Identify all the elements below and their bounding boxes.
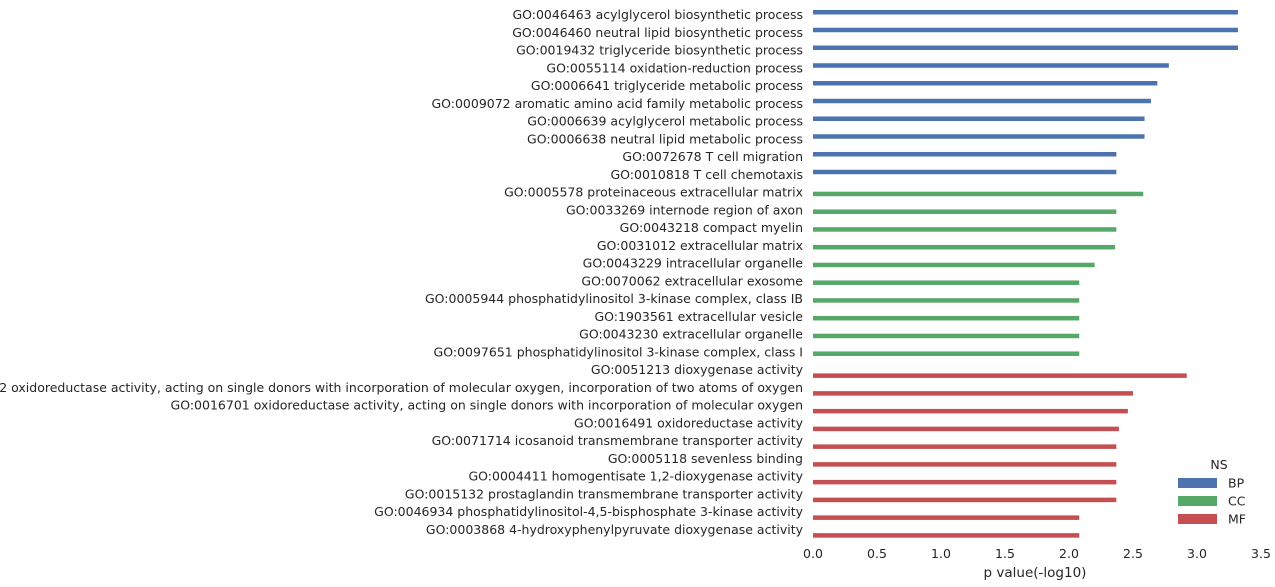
legend-swatch-mf <box>1178 514 1217 524</box>
bar-bp <box>813 63 1169 68</box>
x-tick-label: 0.5 <box>867 546 887 561</box>
category-label: GO:0005944 phosphatidylinositol 3-kinase… <box>425 291 803 306</box>
bar-mf <box>813 479 1117 485</box>
category-label: GO:0097651 phosphatidylinositol 3-kinase… <box>434 344 803 359</box>
category-label: GO:0051213 dioxygenase activity <box>591 362 804 377</box>
category-label: GO:0005578 proteinaceous extracellular m… <box>504 185 803 200</box>
category-label: GO:0072678 T cell migration <box>622 149 803 164</box>
category-label: GO:0010818 T cell chemotaxis <box>610 167 803 182</box>
category-label: GO:0043218 compact myelin <box>620 220 803 235</box>
bar-mf <box>813 497 1117 503</box>
category-label: GO:0019432 triglyceride biosynthetic pro… <box>516 43 803 58</box>
bar-bp <box>813 10 1238 15</box>
legend-title: NS <box>1210 457 1227 472</box>
x-tick-label: 3.0 <box>1187 546 1207 561</box>
legend-swatch-cc <box>1178 496 1217 506</box>
bar-bp <box>813 116 1145 121</box>
category-label: GO:0006638 neutral lipid metabolic proce… <box>527 131 803 146</box>
bar-cc <box>813 333 1080 339</box>
bars-layer <box>813 10 1238 538</box>
category-label: GO:0016491 oxidoreductase activity <box>574 415 804 430</box>
bar-mf <box>813 373 1187 378</box>
bar-mf <box>813 391 1133 396</box>
category-label: GO:1903561 extracellular vesicle <box>594 309 803 324</box>
x-tick-label: 1.0 <box>931 546 951 561</box>
bar-mf <box>813 533 1080 538</box>
bar-mf <box>813 408 1128 414</box>
category-label: GO:0046934 phosphatidylinositol-4,5-bisp… <box>374 504 803 519</box>
category-label: GO:0043230 extracellular organelle <box>579 327 803 342</box>
category-label: GO:0046460 neutral lipid biosynthetic pr… <box>512 25 803 40</box>
category-label: GO:0005118 sevenless binding <box>608 451 803 466</box>
bar-cc <box>813 227 1117 232</box>
bar-cc <box>813 209 1117 214</box>
category-label: GO:0004411 homogentisate 1,2-dioxygenase… <box>468 469 803 484</box>
category-label: GO:0070062 extracellular exosome <box>581 273 803 288</box>
legend-swatch-bp <box>1178 478 1217 488</box>
category-label: GO:0003868 4-hydroxyphenylpyruvate dioxy… <box>426 522 804 537</box>
bar-bp <box>813 45 1238 50</box>
category-label: GO:0009072 aromatic amino acid family me… <box>431 96 803 111</box>
category-label: GO:0015132 prostaglandin transmembrane t… <box>405 486 804 501</box>
legend-entries: BP CC MF <box>1178 476 1246 527</box>
bar-cc <box>813 244 1116 250</box>
bar-bp <box>813 27 1238 33</box>
bar-bp <box>813 152 1117 157</box>
bar-cc <box>813 280 1080 285</box>
category-label: GO:0006641 triglyceride metabolic proces… <box>531 78 803 93</box>
bar-cc <box>813 262 1095 268</box>
legend-label-mf: MF <box>1228 512 1246 527</box>
category-label: GO:0033269 internode region of axon <box>566 202 803 217</box>
bar-bp <box>813 134 1145 139</box>
bar-mf <box>813 515 1080 520</box>
x-tick-label: 2.5 <box>1123 546 1143 561</box>
bar-cc <box>813 298 1080 303</box>
x-axis-title: p value(-log10) <box>984 565 1087 581</box>
x-tick-label: 1.5 <box>995 546 1015 561</box>
category-label: GO:0071714 icosanoid transmembrane trans… <box>432 433 804 448</box>
category-label: GO:0031012 extracellular matrix <box>597 238 803 253</box>
x-tick-label: 3.5 <box>1251 546 1271 561</box>
x-tick-label: 2.0 <box>1059 546 1079 561</box>
bar-bp <box>813 81 1158 86</box>
category-label: GO:0043229 intracellular organelle <box>583 256 804 271</box>
category-label: GO:0055114 oxidation-reduction process <box>546 60 803 75</box>
bar-cc <box>813 191 1144 197</box>
legend-label-bp: BP <box>1228 476 1245 491</box>
bar-mf <box>813 444 1117 449</box>
category-label: GO:0016702 oxidoreductase activity, acti… <box>0 380 803 395</box>
bar-mf <box>813 462 1117 467</box>
category-label: GO:0006639 acylglycerol metabolic proces… <box>527 114 803 129</box>
category-label: GO:0046463 acylglycerol biosynthetic pro… <box>512 7 803 22</box>
legend: NS BP CC MF <box>1178 457 1246 527</box>
bar-cc <box>813 315 1080 321</box>
x-axis-ticks: 0.0 0.5 1.0 1.5 2.0 2.5 3.0 3.5 <box>803 546 1271 561</box>
bar-mf <box>813 426 1119 432</box>
category-label: GO:0016701 oxidoreductase activity, acti… <box>171 398 803 413</box>
bar-bp <box>813 169 1117 175</box>
x-tick-label: 0.0 <box>803 546 823 561</box>
bar-cc <box>813 351 1080 356</box>
legend-label-cc: CC <box>1228 494 1246 509</box>
category-labels: GO:0046463 acylglycerol biosynthetic pro… <box>0 7 804 537</box>
bar-bp <box>813 98 1151 104</box>
